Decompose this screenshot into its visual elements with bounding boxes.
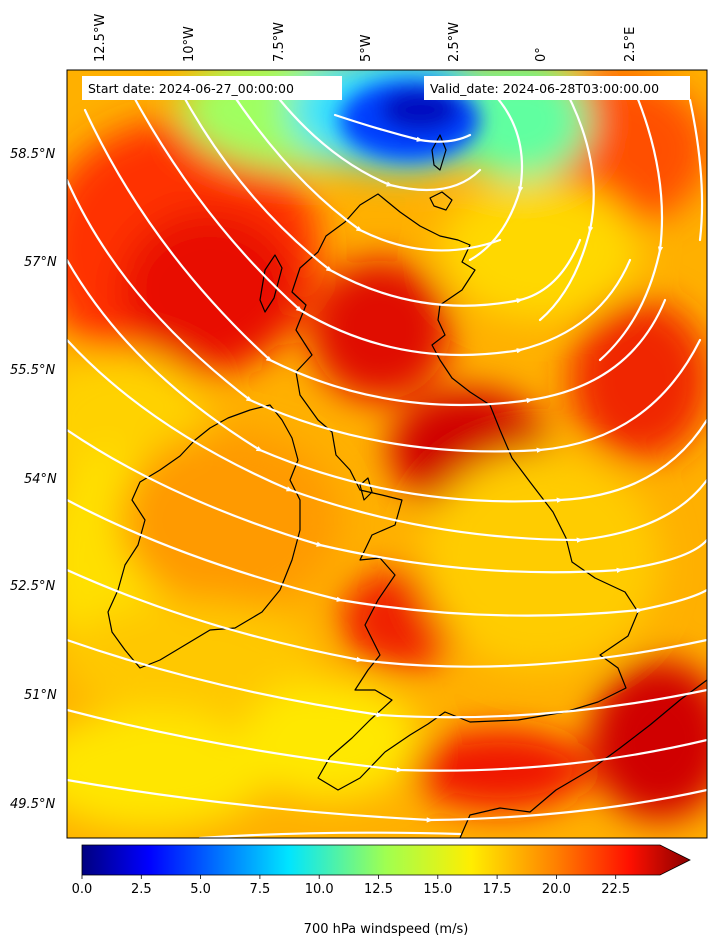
map-panel [67, 70, 707, 838]
lat-label: 55.5°N [10, 363, 55, 378]
colorbar-gradient [81, 844, 691, 876]
colorbar-ticks: 0.0 2.5 5.0 7.5 10.0 12.5 15.0 17.5 20.0 22.5 [72, 875, 630, 897]
coastline-shetland [431, 134, 447, 171]
longitude-labels: 12.5°W 10°W 7.5°W 5°W 2.5°W 0° 2.5°E [93, 14, 638, 62]
coastline-hebrides [259, 254, 283, 313]
colorbar-tick-label: 5.0 [190, 882, 211, 897]
lon-label: 2.5°W [447, 22, 462, 62]
colorbar-tick-label: 15.0 [423, 882, 452, 897]
colorbar-tick-label: 20.0 [542, 882, 571, 897]
colorbar-tick-label: 0.0 [72, 882, 93, 897]
lon-label: 2.5°E [623, 27, 638, 62]
colorbar-label: 700 hPa windspeed (m/s) [304, 922, 469, 937]
colorbar: 0.0 2.5 5.0 7.5 10.0 12.5 15.0 17.5 20.0 22.5 700… [72, 844, 691, 937]
coastline-orkney [429, 191, 453, 211]
lon-label: 12.5°W [93, 14, 108, 62]
valid-date-box [424, 76, 690, 100]
colorbar-tick-label: 10.0 [305, 882, 334, 897]
start-date-label: Start date: 2024-06-27_00:00:00 [88, 81, 294, 96]
lat-label: 54°N [24, 472, 57, 487]
colorbar-tick-label: 2.5 [131, 882, 152, 897]
lon-label: 5°W [359, 34, 374, 62]
streamlines [67, 78, 707, 838]
lat-label: 58.5°N [10, 147, 55, 162]
latitude-labels: 58.5°N 57°N 55.5°N 54°N 52.5°N 51°N 49.5… [10, 147, 57, 812]
colorbar-tick-label: 17.5 [483, 882, 512, 897]
colorbar-tick-label: 7.5 [250, 882, 271, 897]
coastline-france [459, 679, 707, 838]
start-date-box [82, 76, 342, 100]
lat-label: 57°N [24, 255, 57, 270]
lat-label: 49.5°N [10, 797, 55, 812]
colorbar-tick-label: 12.5 [364, 882, 393, 897]
lon-label: 10°W [182, 26, 197, 62]
valid-date-label: Valid_date: 2024-06-28T03:00:00.00 [430, 81, 659, 96]
lat-label: 52.5°N [10, 579, 55, 594]
lon-label: 0° [534, 47, 549, 62]
colorbar-tick-label: 22.5 [601, 882, 630, 897]
map-frame [66, 69, 708, 839]
lat-label: 51°N [24, 688, 57, 703]
lon-label: 7.5°W [272, 22, 287, 62]
